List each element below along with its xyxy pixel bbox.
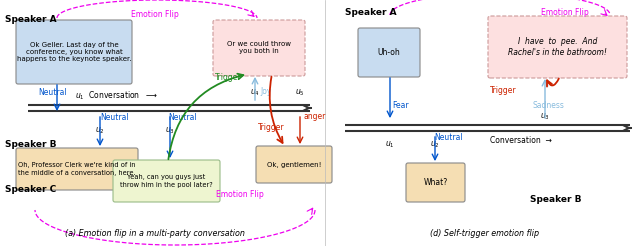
- Text: What?: What?: [424, 178, 447, 187]
- Text: Fear: Fear: [392, 101, 408, 110]
- FancyBboxPatch shape: [256, 146, 332, 183]
- Text: (a) Emotion flip in a multi-party conversation: (a) Emotion flip in a multi-party conver…: [65, 229, 245, 238]
- FancyBboxPatch shape: [16, 148, 138, 190]
- Text: Speaker C: Speaker C: [5, 185, 56, 194]
- Text: $u_5$: $u_5$: [295, 88, 305, 98]
- Text: Neutral: Neutral: [100, 113, 129, 122]
- Text: Neutral: Neutral: [434, 133, 463, 142]
- Text: Ok, gentlemen!: Ok, gentlemen!: [267, 162, 321, 168]
- Text: Speaker A: Speaker A: [345, 8, 397, 17]
- Text: Emotion Flip: Emotion Flip: [131, 10, 179, 19]
- Text: Emotion Flip: Emotion Flip: [541, 8, 589, 17]
- Text: Speaker A: Speaker A: [5, 15, 56, 24]
- Text: Or we could throw
you both in: Or we could throw you both in: [227, 42, 291, 55]
- Text: $u_4$: $u_4$: [250, 88, 260, 98]
- Text: Trigger: Trigger: [258, 123, 285, 132]
- FancyBboxPatch shape: [113, 160, 220, 202]
- Text: Neutral: Neutral: [168, 113, 196, 122]
- Text: $u_2$: $u_2$: [430, 140, 440, 151]
- Text: Oh, Professor Clerk we're kind of in
the middle of a conversation, here.: Oh, Professor Clerk we're kind of in the…: [18, 163, 136, 175]
- FancyBboxPatch shape: [488, 16, 627, 78]
- Text: Ok Geller. Last day of the
conference, you know what
happens to the keynote spea: Ok Geller. Last day of the conference, y…: [17, 42, 131, 62]
- Text: Trigger: Trigger: [215, 73, 242, 82]
- Text: anger: anger: [303, 112, 325, 121]
- Text: $u_3$: $u_3$: [165, 126, 175, 137]
- Text: $u_1$  Conversation  $\longrightarrow$: $u_1$ Conversation $\longrightarrow$: [75, 90, 157, 102]
- Text: Yeah, can you guys just
throw him in the pool later?: Yeah, can you guys just throw him in the…: [120, 174, 213, 187]
- Text: I  have  to  pee.  And
Rachel's in the bathroom!: I have to pee. And Rachel's in the bathr…: [508, 37, 607, 57]
- Text: Neutral: Neutral: [38, 88, 67, 97]
- Text: Speaker B: Speaker B: [530, 195, 582, 204]
- FancyBboxPatch shape: [213, 20, 305, 76]
- FancyBboxPatch shape: [358, 28, 420, 77]
- Text: Uh-oh: Uh-oh: [378, 48, 401, 57]
- Text: Conversation  →: Conversation →: [490, 136, 552, 145]
- Text: (d) Self-trigger emotion flip: (d) Self-trigger emotion flip: [431, 229, 540, 238]
- Text: Emotion Flip: Emotion Flip: [216, 190, 264, 199]
- Text: $u_1$: $u_1$: [385, 140, 395, 151]
- Text: Trigger: Trigger: [490, 86, 516, 95]
- FancyBboxPatch shape: [16, 20, 132, 84]
- Text: Speaker B: Speaker B: [5, 140, 56, 149]
- Text: Joy: Joy: [260, 87, 271, 96]
- Text: $u_3$: $u_3$: [540, 111, 550, 122]
- FancyBboxPatch shape: [406, 163, 465, 202]
- Text: Sadness: Sadness: [532, 101, 564, 110]
- Text: $u_2$: $u_2$: [95, 126, 105, 137]
